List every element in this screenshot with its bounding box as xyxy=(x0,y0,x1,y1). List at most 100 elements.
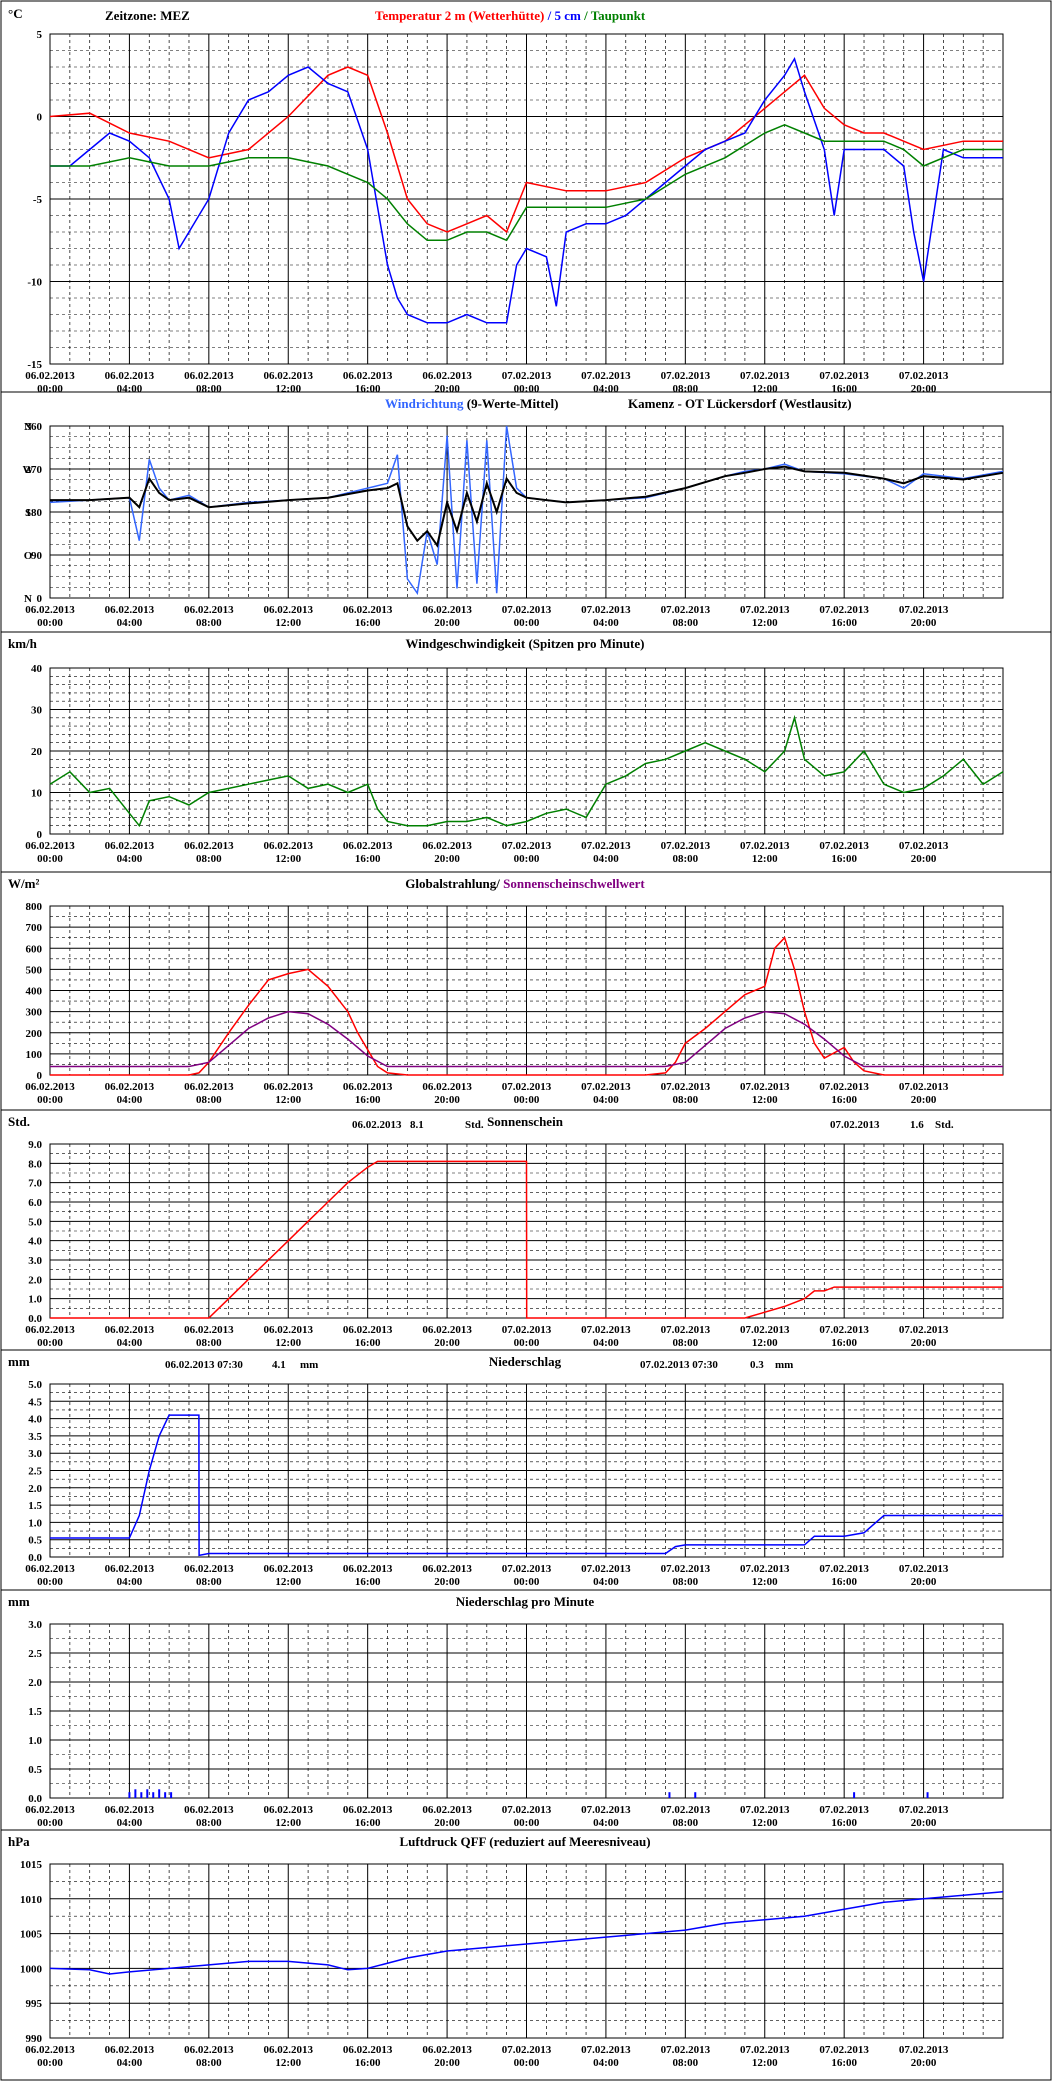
x-tick-date: 06.02.2013 xyxy=(184,1804,234,1816)
y-unit: °C xyxy=(8,6,23,21)
direction-label: N xyxy=(24,421,32,433)
day-total-date: 06.02.2013 07:30 xyxy=(165,1359,243,1371)
x-tick-time: 00:00 xyxy=(37,1817,63,1829)
x-tick-date: 07.02.2013 xyxy=(740,604,790,616)
x-tick-date: 06.02.2013 xyxy=(343,604,393,616)
y-tick-label: 2.0 xyxy=(28,1483,42,1495)
direction-label: O xyxy=(24,550,33,562)
x-tick-time: 00:00 xyxy=(37,1337,63,1349)
x-tick-date: 07.02.2013 xyxy=(819,2044,869,2056)
x-tick-time: 00:00 xyxy=(37,617,63,629)
day-total-value: 0.3 xyxy=(750,1359,764,1371)
y-tick-label: 5 xyxy=(37,29,43,41)
series-pressure-0 xyxy=(49,1891,1004,1975)
x-tick-time: 16:00 xyxy=(355,853,381,865)
x-tick-date: 06.02.2013 xyxy=(264,370,314,382)
x-tick-date: 07.02.2013 xyxy=(740,840,790,852)
y-tick-label: 0.5 xyxy=(28,1764,42,1776)
x-tick-time: 00:00 xyxy=(514,1337,540,1349)
x-tick-date: 06.02.2013 xyxy=(184,1563,234,1575)
day-total-unit: Std. xyxy=(935,1119,954,1131)
x-tick-time: 08:00 xyxy=(672,1094,698,1106)
x-tick-time: 08:00 xyxy=(196,383,222,395)
precip-bar xyxy=(164,1792,167,1798)
x-tick-time: 12:00 xyxy=(752,1337,778,1349)
x-tick-time: 08:00 xyxy=(196,617,222,629)
y-tick-label: 30 xyxy=(31,705,43,717)
y-tick-label: 1.5 xyxy=(28,1500,42,1512)
y-tick-label: 200 xyxy=(26,1028,43,1040)
y-tick-label: 1.0 xyxy=(28,1294,42,1306)
x-tick-time: 12:00 xyxy=(275,2057,301,2069)
x-tick-time: 04:00 xyxy=(593,1576,619,1588)
x-tick-date: 07.02.2013 xyxy=(661,604,711,616)
y-tick-label: 10 xyxy=(31,788,43,800)
x-tick-date: 06.02.2013 xyxy=(184,1081,234,1093)
x-tick-time: 04:00 xyxy=(117,1094,143,1106)
x-tick-date: 07.02.2013 xyxy=(661,1081,711,1093)
x-tick-time: 12:00 xyxy=(752,383,778,395)
title-part: Windrichtung xyxy=(385,396,464,411)
x-tick-time: 20:00 xyxy=(911,1817,937,1829)
x-tick-date: 07.02.2013 xyxy=(740,1804,790,1816)
x-tick-time: 16:00 xyxy=(355,2057,381,2069)
x-tick-date: 07.02.2013 xyxy=(661,1563,711,1575)
x-tick-time: 16:00 xyxy=(831,1576,857,1588)
x-tick-time: 16:00 xyxy=(355,1817,381,1829)
x-tick-date: 07.02.2013 xyxy=(581,840,631,852)
direction-label: S xyxy=(25,507,31,519)
y-tick-label: 2.0 xyxy=(28,1677,42,1689)
x-tick-date: 06.02.2013 xyxy=(184,604,234,616)
panel-precipitation: 5.04.54.03.53.02.52.01.51.00.50.006.02.2… xyxy=(1,1349,1051,1588)
day-total-value: 8.1 xyxy=(410,1119,424,1131)
y-tick-label: -15 xyxy=(27,359,42,371)
x-tick-time: 04:00 xyxy=(117,2057,143,2069)
x-tick-date: 06.02.2013 xyxy=(105,2044,155,2056)
x-tick-time: 04:00 xyxy=(593,1817,619,1829)
x-tick-date: 06.02.2013 xyxy=(343,840,393,852)
x-tick-time: 08:00 xyxy=(196,1094,222,1106)
x-tick-time: 16:00 xyxy=(355,617,381,629)
x-tick-time: 08:00 xyxy=(672,853,698,865)
y-tick-label: 1.5 xyxy=(28,1706,42,1718)
x-tick-time: 16:00 xyxy=(831,1094,857,1106)
y-tick-label: 100 xyxy=(26,1049,43,1061)
x-tick-date: 06.02.2013 xyxy=(422,840,472,852)
title-part: Luftdruck QFF (reduziert auf Meeresnivea… xyxy=(399,1834,650,1849)
series-radiation-1 xyxy=(50,1010,1003,1068)
x-tick-time: 16:00 xyxy=(355,1576,381,1588)
y-tick-label: 40 xyxy=(31,663,43,675)
precip-bar xyxy=(128,1792,131,1798)
panel-wind_speed: 40302010006.02.201300:0006.02.201304:000… xyxy=(1,631,1051,865)
x-tick-date: 06.02.2013 xyxy=(422,1324,472,1336)
y-unit: mm xyxy=(8,1594,30,1609)
y-tick-label: 5.0 xyxy=(28,1379,42,1391)
y-tick-label: 1000 xyxy=(20,1963,43,1975)
title-part: / xyxy=(544,8,554,23)
x-tick-date: 06.02.2013 xyxy=(25,1804,75,1816)
series-wind_direction-0 xyxy=(49,425,1004,596)
x-tick-date: 07.02.2013 xyxy=(899,1563,949,1575)
x-tick-time: 04:00 xyxy=(117,1337,143,1349)
x-tick-time: 04:00 xyxy=(593,2057,619,2069)
x-tick-time: 00:00 xyxy=(514,1576,540,1588)
x-tick-date: 07.02.2013 xyxy=(502,1804,552,1816)
panel-wind_direction: 36027018090006.02.201300:0006.02.201304:… xyxy=(1,391,1051,629)
series-wind_speed-0 xyxy=(49,714,1004,828)
y-tick-label: 800 xyxy=(26,901,43,913)
x-tick-date: 06.02.2013 xyxy=(343,2044,393,2056)
panel-title: Windgeschwindigkeit (Spitzen pro Minute) xyxy=(406,636,645,651)
precip-bar xyxy=(694,1792,697,1798)
precip-bar xyxy=(158,1789,161,1798)
day-total-date: 06.02.2013 xyxy=(352,1119,402,1131)
x-tick-date: 07.02.2013 xyxy=(740,1081,790,1093)
x-tick-date: 06.02.2013 xyxy=(343,370,393,382)
x-tick-date: 06.02.2013 xyxy=(264,1804,314,1816)
y-tick-label: 6.0 xyxy=(28,1197,42,1209)
x-tick-date: 06.02.2013 xyxy=(343,1804,393,1816)
x-tick-date: 06.02.2013 xyxy=(25,1563,75,1575)
panel-title: Temperatur 2 m (Wetterhütte) / 5 cm / Ta… xyxy=(375,8,646,23)
y-tick-label: 700 xyxy=(26,922,43,934)
x-tick-date: 07.02.2013 xyxy=(899,2044,949,2056)
